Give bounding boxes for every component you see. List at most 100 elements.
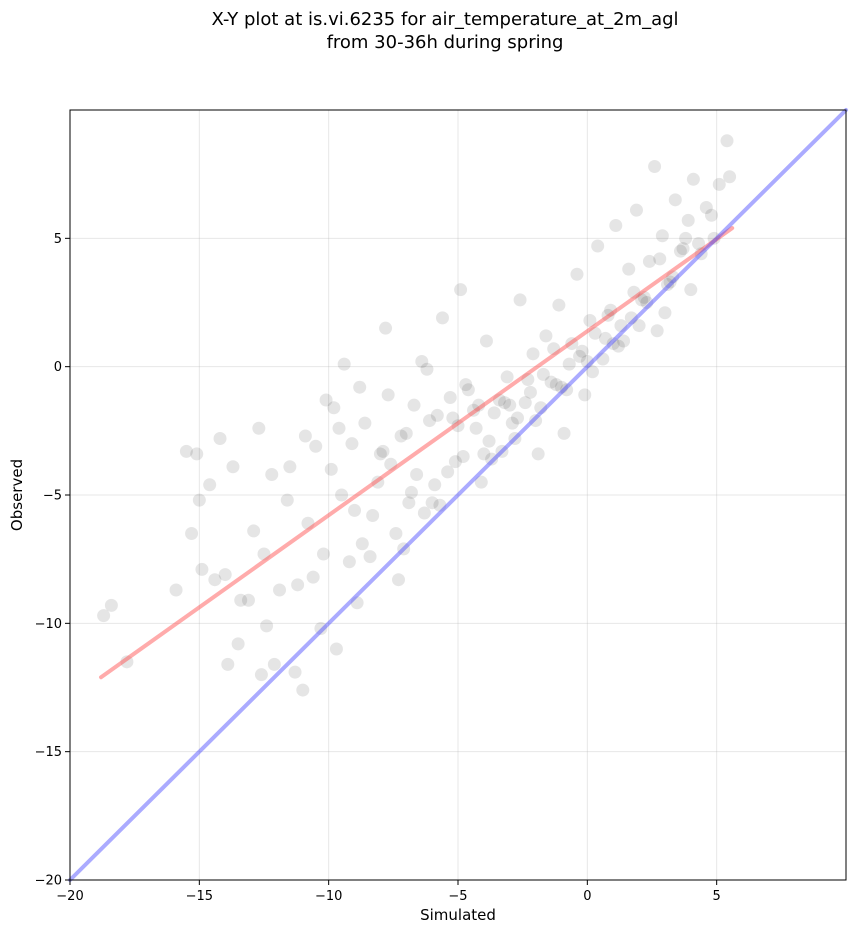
data-point	[283, 460, 297, 474]
data-point	[606, 337, 620, 351]
chart-subtitle: from 30-36h during spring	[327, 32, 564, 53]
data-point	[624, 311, 638, 325]
data-point	[510, 411, 524, 425]
data-point	[379, 321, 393, 335]
data-point	[562, 357, 576, 371]
data-point	[694, 247, 708, 261]
data-point	[288, 665, 302, 679]
data-point	[329, 642, 343, 656]
data-point	[534, 401, 548, 415]
data-point	[350, 596, 364, 610]
fit-line	[99, 226, 735, 680]
data-point	[443, 390, 457, 404]
data-point	[588, 326, 602, 340]
data-point	[301, 516, 315, 530]
data-point	[668, 193, 682, 207]
data-point	[529, 414, 543, 428]
data-point	[531, 447, 545, 461]
reference-lines	[68, 108, 848, 882]
x-tick-label: −20	[56, 889, 83, 904]
data-point	[267, 657, 281, 671]
data-point	[296, 683, 310, 697]
data-point	[397, 542, 411, 556]
data-point	[185, 527, 199, 540]
data-point	[650, 324, 664, 338]
data-point	[544, 375, 558, 389]
data-point	[477, 447, 491, 461]
data-point	[536, 367, 550, 381]
data-point	[306, 570, 320, 584]
data-point	[549, 378, 563, 392]
data-point	[324, 462, 338, 476]
data-point	[410, 467, 424, 481]
data-point	[704, 208, 718, 222]
data-point	[461, 383, 475, 397]
data-point	[435, 311, 449, 325]
data-point	[617, 334, 631, 348]
data-point	[265, 467, 279, 481]
data-point	[707, 231, 721, 245]
data-point	[601, 308, 615, 322]
data-point	[420, 362, 434, 376]
data-point	[557, 426, 571, 440]
data-point	[280, 493, 294, 507]
data-point	[554, 380, 568, 394]
data-point	[252, 421, 266, 435]
data-point	[335, 488, 349, 502]
y-axis: −20 −15 −10 −5 0 5	[35, 232, 70, 889]
data-point	[679, 231, 693, 245]
data-point	[213, 432, 227, 446]
data-point	[681, 213, 695, 227]
data-point	[565, 337, 579, 351]
y-tick-label: 0	[54, 360, 62, 375]
data-point	[241, 593, 255, 607]
data-point	[363, 550, 377, 564]
data-point	[655, 229, 669, 243]
data-point	[720, 134, 734, 148]
data-point	[169, 583, 183, 597]
data-point	[257, 547, 271, 561]
data-point	[190, 447, 204, 461]
x-tick-label: 0	[583, 889, 591, 904]
data-point	[394, 429, 408, 443]
data-point	[327, 401, 341, 415]
y-tick-label: 5	[54, 232, 62, 247]
data-point	[226, 460, 240, 474]
data-point	[591, 239, 605, 253]
data-point	[580, 355, 594, 369]
data-point	[487, 406, 501, 420]
data-point	[456, 450, 470, 463]
data-point	[505, 416, 519, 430]
data-point	[381, 388, 395, 402]
data-point	[247, 524, 261, 538]
data-point	[498, 396, 512, 410]
data-point	[614, 319, 628, 333]
data-point	[492, 393, 506, 407]
data-point	[637, 290, 651, 304]
data-point	[260, 619, 274, 633]
data-point	[316, 547, 330, 561]
data-point	[448, 455, 462, 469]
data-point	[658, 306, 672, 320]
data-point	[526, 347, 540, 361]
data-point	[231, 637, 245, 651]
x-axis: −20 −15 −10 −5 0 5	[56, 880, 721, 904]
data-point	[218, 568, 232, 582]
data-point	[598, 331, 612, 345]
data-point	[451, 419, 465, 433]
data-point	[291, 578, 305, 592]
data-point	[192, 493, 206, 507]
data-point	[573, 349, 587, 363]
data-point	[404, 485, 418, 499]
data-point	[627, 285, 641, 299]
grid	[69, 110, 846, 881]
y-tick-label: −20	[35, 874, 62, 889]
data-point	[104, 598, 118, 612]
data-point	[583, 313, 597, 327]
data-point	[469, 421, 483, 435]
data-point	[578, 388, 592, 402]
x-tick-label: −10	[315, 889, 342, 904]
data-point	[319, 393, 333, 407]
data-point	[234, 593, 248, 607]
data-point	[254, 668, 268, 682]
